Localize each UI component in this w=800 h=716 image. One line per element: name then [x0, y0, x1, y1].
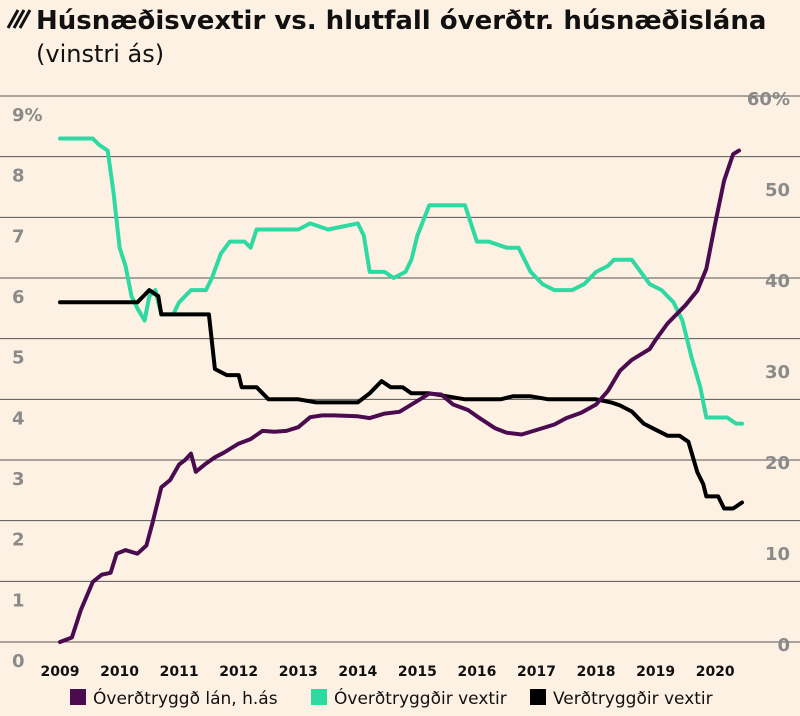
left-tick-label: 6 — [12, 287, 25, 308]
series-lines — [58, 136, 744, 644]
x-tick-label: 2013 — [279, 664, 318, 680]
x-tick-label: 2017 — [517, 664, 556, 680]
x-tick-label: 2018 — [577, 664, 616, 680]
legend-swatch-overdtryggd-lan — [70, 689, 86, 705]
left-tick-label: 9% — [12, 105, 43, 126]
legend-swatch-verdtryggdir-vextir — [530, 689, 546, 705]
left-tick-label: 5 — [12, 348, 25, 369]
left-axis-ticks: 9% 8 7 6 5 4 3 2 1 0 — [12, 105, 43, 672]
legend-label-overdtryggdir-vextir: Óverðtryggðir vextir — [334, 687, 507, 709]
left-tick-label: 8 — [12, 166, 25, 187]
x-tick-label: 2011 — [160, 664, 199, 680]
right-tick-label: 10 — [765, 544, 790, 565]
left-tick-label: 0 — [12, 651, 25, 672]
x-axis-ticks: 2009 2010 2011 2012 2013 2014 2015 2016 2017 2018… — [41, 664, 735, 680]
series-overdtryggdir-vextir — [58, 136, 744, 426]
right-tick-label: 40 — [765, 271, 790, 292]
legend-label-overdtryggd-lan: Óverðtryggð lán, h.ás — [93, 687, 278, 709]
chart-subtitle: (vinstri ás) — [36, 40, 164, 68]
right-tick-label: 0 — [777, 635, 790, 656]
x-tick-label: 2020 — [696, 664, 735, 680]
right-tick-label: 60% — [747, 89, 790, 110]
x-tick-label: 2019 — [636, 664, 675, 680]
x-tick-label: 2016 — [457, 664, 496, 680]
right-axis-ticks: 60% 50 40 30 20 10 0 — [747, 89, 790, 656]
series-overdtryggd-lan — [58, 148, 741, 644]
legend-swatch-overdtryggdir-vextir — [311, 689, 327, 705]
left-tick-label: 7 — [12, 226, 25, 247]
x-tick-label: 2014 — [338, 664, 377, 680]
left-tick-label: 1 — [12, 590, 25, 611]
hatch-icon — [6, 9, 32, 29]
legend: Óverðtryggð lán, h.ás Óverðtryggðir vext… — [70, 687, 713, 709]
x-tick-label: 2009 — [41, 664, 80, 680]
left-tick-label: 3 — [12, 469, 25, 490]
right-tick-label: 50 — [765, 180, 790, 201]
right-tick-label: 20 — [765, 453, 790, 474]
gridlines — [0, 95, 800, 643]
right-tick-label: 30 — [765, 362, 790, 383]
x-tick-label: 2012 — [219, 664, 258, 680]
chart-title: Húsnæðisvextir vs. hlutfall óverðtr. hús… — [36, 6, 766, 36]
x-tick-label: 2010 — [100, 664, 139, 680]
legend-label-verdtryggdir-vextir: Verðtryggðir vextir — [553, 689, 713, 709]
left-tick-label: 4 — [12, 408, 25, 429]
left-tick-label: 2 — [12, 530, 25, 551]
x-tick-label: 2015 — [398, 664, 437, 680]
